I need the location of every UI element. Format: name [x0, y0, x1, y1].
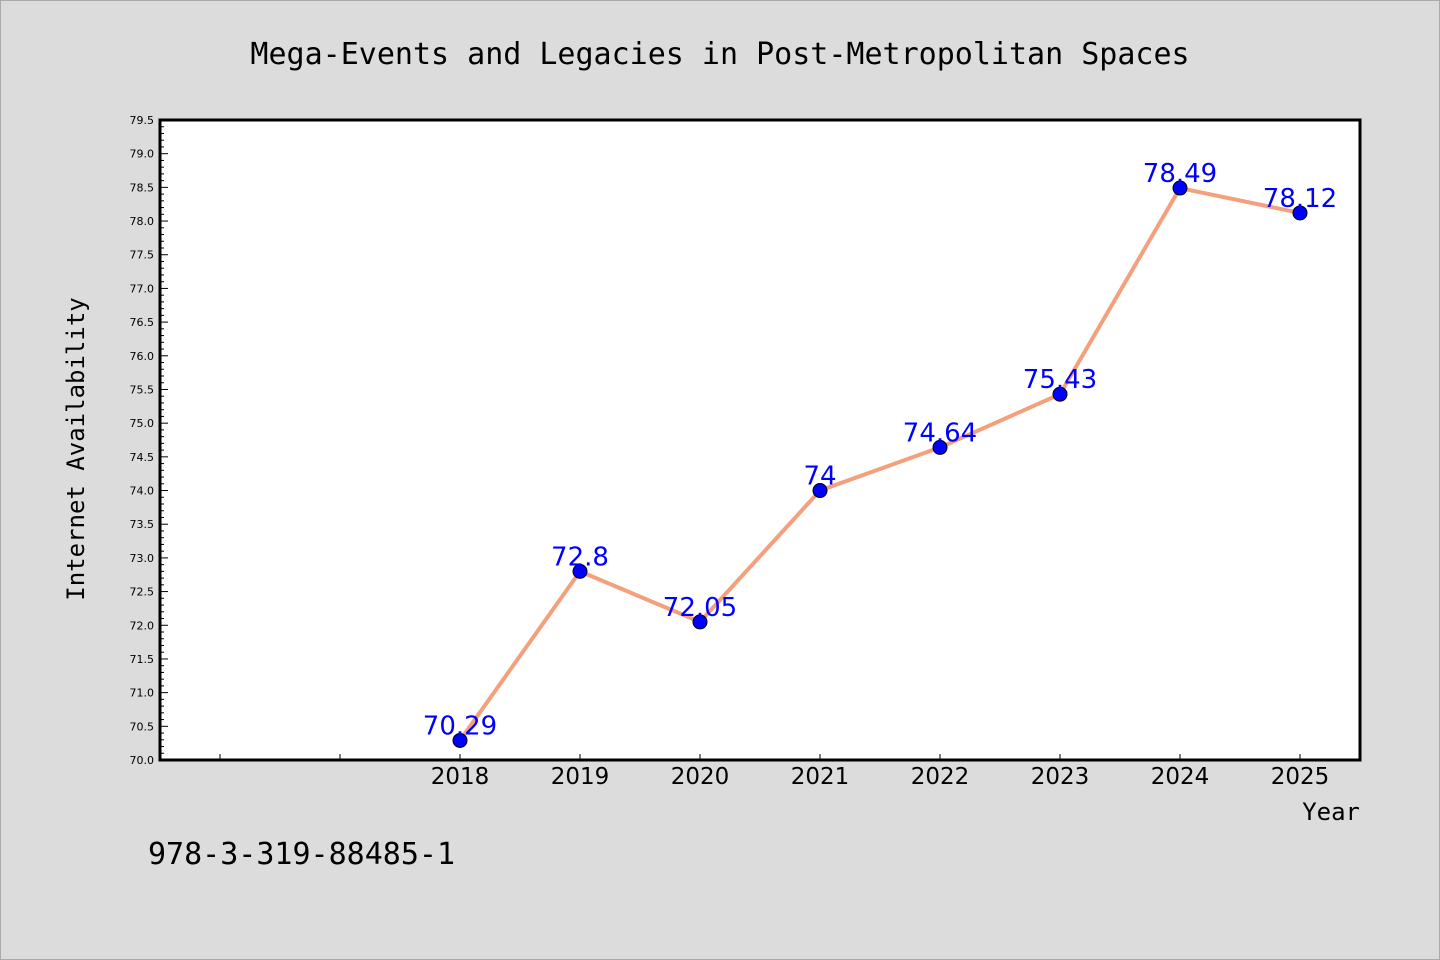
- data-label: 72.05: [663, 593, 737, 623]
- data-point: [1292, 205, 1308, 221]
- y-tick-label: 79.0: [130, 148, 155, 161]
- chart-title: Mega-Events and Legacies in Post-Metropo…: [250, 37, 1189, 72]
- data-label: 74.64: [903, 418, 977, 448]
- data-label: 70.29: [423, 711, 497, 741]
- x-tick-label: 2023: [1031, 764, 1090, 790]
- x-tick-label: 2021: [791, 764, 850, 790]
- y-tick-label: 76.5: [130, 316, 155, 329]
- y-tick-label: 72.5: [130, 586, 155, 599]
- y-tick-label: 75.0: [130, 417, 155, 430]
- y-tick-label: 77.5: [130, 249, 155, 262]
- data-point: [692, 614, 708, 630]
- y-tick-label: 74.0: [130, 485, 155, 498]
- data-point: [1052, 386, 1068, 402]
- y-tick-label: 79.5: [130, 114, 155, 127]
- data-label: 74: [803, 462, 836, 492]
- data-point: [452, 732, 468, 748]
- y-tick-label: 72.0: [130, 619, 155, 632]
- footer-text: 978-3-319-88485-1: [148, 837, 455, 872]
- x-tick-label: 2025: [1271, 764, 1330, 790]
- y-tick-label: 77.0: [130, 282, 155, 295]
- data-label: 75.43: [1023, 365, 1097, 395]
- series-line: [458, 186, 1301, 742]
- series-layer: 70.29 72.8 72.05 74 74.64 75.43 78.49 78.12: [423, 159, 1337, 748]
- y-axis: 70.0 70.5 71.0 71.5 72.0 72.5 73.0 73.5 74.0 74.5…: [130, 114, 168, 767]
- data-point: [572, 563, 588, 579]
- x-axis-label: Year: [1302, 798, 1360, 826]
- y-axis-label: Internet Availability: [62, 297, 90, 600]
- x-tick-label: 2020: [671, 764, 730, 790]
- x-tick-label: 2019: [551, 764, 610, 790]
- data-label: 78.12: [1263, 184, 1337, 214]
- data-point: [1172, 180, 1188, 196]
- plot-frame: [158, 118, 1362, 762]
- y-tick-label: 71.0: [130, 687, 155, 700]
- plot-area: [160, 120, 1360, 760]
- data-label: 78.49: [1143, 159, 1217, 189]
- y-tick-label: 74.5: [130, 451, 155, 464]
- x-tick-label: 2022: [911, 764, 970, 790]
- x-tick-label: 2018: [431, 764, 490, 790]
- y-tick-label: 73.0: [130, 552, 155, 565]
- y-tick-label: 70.0: [130, 754, 155, 767]
- y-tick-label: 75.5: [130, 383, 155, 396]
- y-tick-label: 78.5: [130, 181, 155, 194]
- y-tick-label: 73.5: [130, 518, 155, 531]
- x-tick-label: 2024: [1151, 764, 1210, 790]
- y-tick-label: 76.0: [130, 350, 155, 363]
- data-point: [812, 483, 828, 499]
- data-point: [932, 439, 948, 455]
- y-tick-label: 78.0: [130, 215, 155, 228]
- y-tick-label: 71.5: [130, 653, 155, 666]
- y-tick-label: 70.5: [130, 720, 155, 733]
- data-label: 72.8: [551, 542, 609, 572]
